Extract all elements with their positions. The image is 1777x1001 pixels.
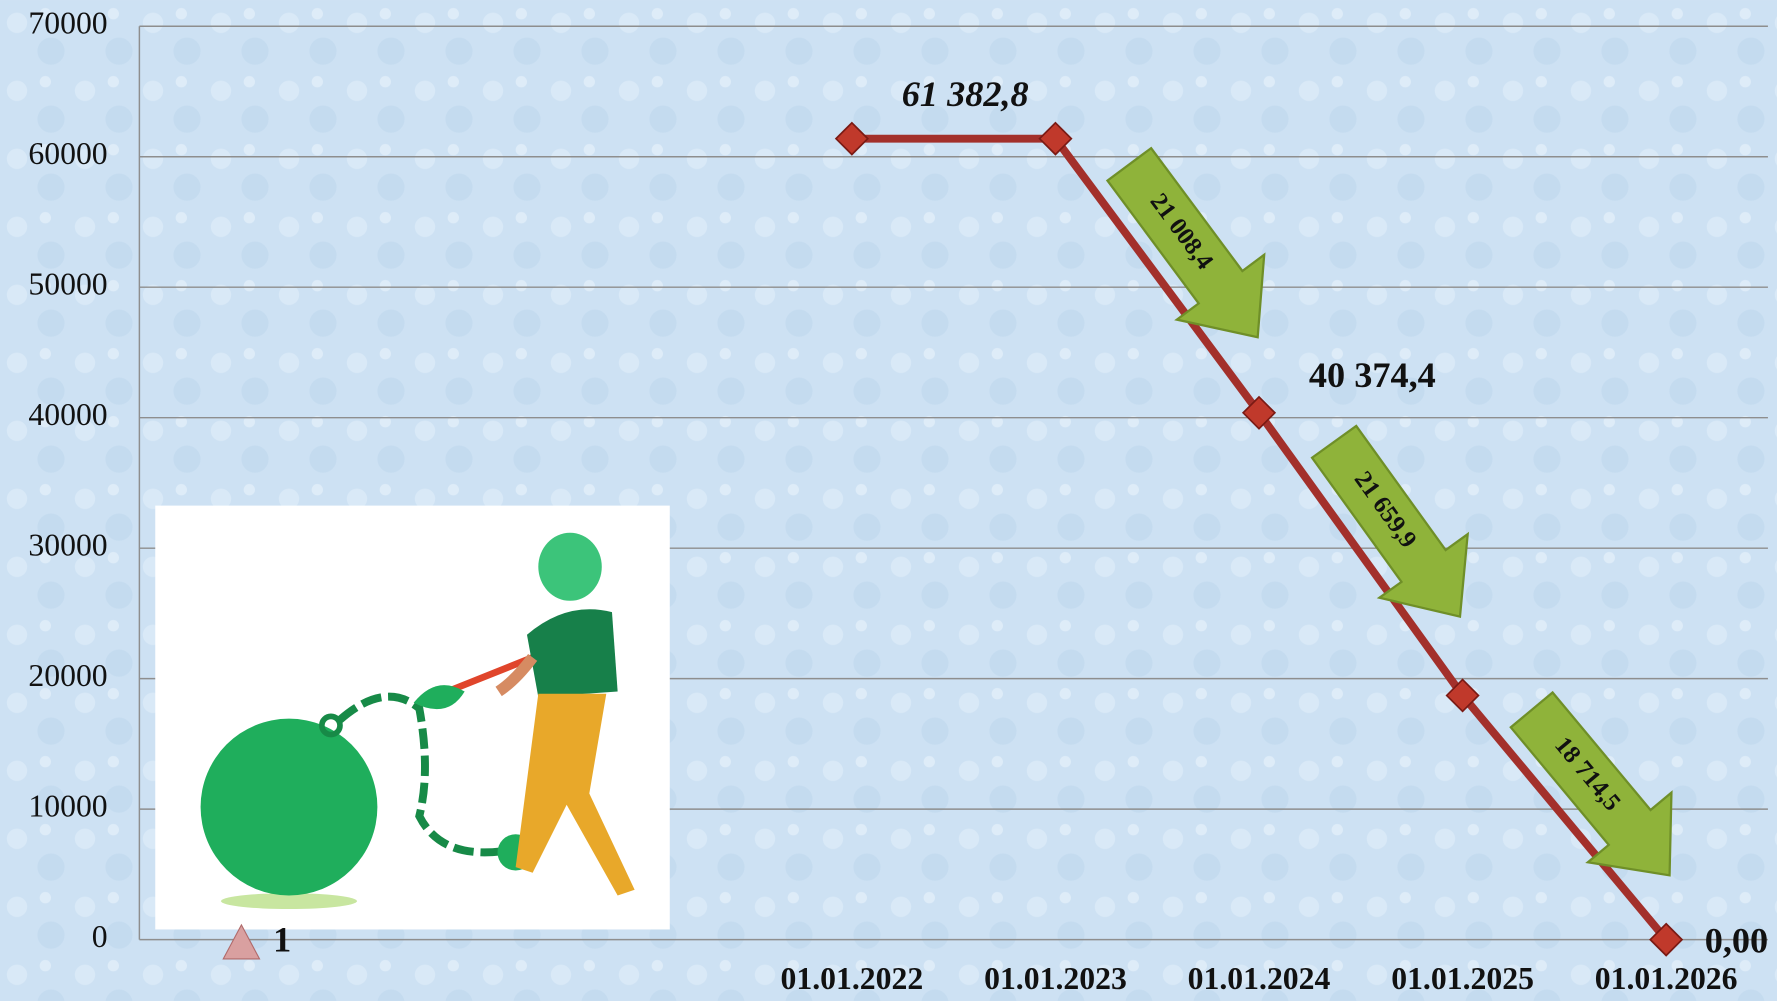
y-tick-label: 50000: [28, 266, 107, 301]
marker: [1649, 922, 1684, 957]
arrow-shape: [1310, 424, 1470, 618]
x-tick-label: 01.01.2024: [1188, 961, 1331, 996]
x-tick-label: 01.01.2026: [1595, 961, 1738, 996]
y-tick-label: 60000: [28, 136, 107, 171]
marker: [1241, 395, 1277, 430]
legend-label: 1: [273, 919, 291, 959]
y-tick-label: 0: [92, 919, 108, 954]
data-label: 40 374,4: [1309, 355, 1436, 395]
marker: [1038, 121, 1073, 156]
y-tick-label: 30000: [28, 527, 107, 562]
y-tick-label: 20000: [28, 658, 107, 693]
x-tick-label: 01.01.2023: [984, 961, 1127, 996]
y-tick-label: 10000: [28, 788, 107, 823]
data-label: 0,00: [1705, 921, 1768, 961]
x-tick-label: 01.01.2025: [1391, 961, 1534, 996]
x-tick-label: 01.01.2022: [781, 961, 924, 996]
y-tick-label: 40000: [28, 397, 107, 432]
legend-marker: [222, 923, 261, 960]
arrow-shape: [1509, 690, 1673, 877]
illustration: [155, 505, 670, 930]
arrow-shape: [1105, 146, 1266, 339]
marker: [1445, 678, 1480, 713]
data-label: 61 382,8: [902, 74, 1029, 114]
y-tick-label: 70000: [28, 5, 107, 40]
marker: [834, 121, 869, 156]
